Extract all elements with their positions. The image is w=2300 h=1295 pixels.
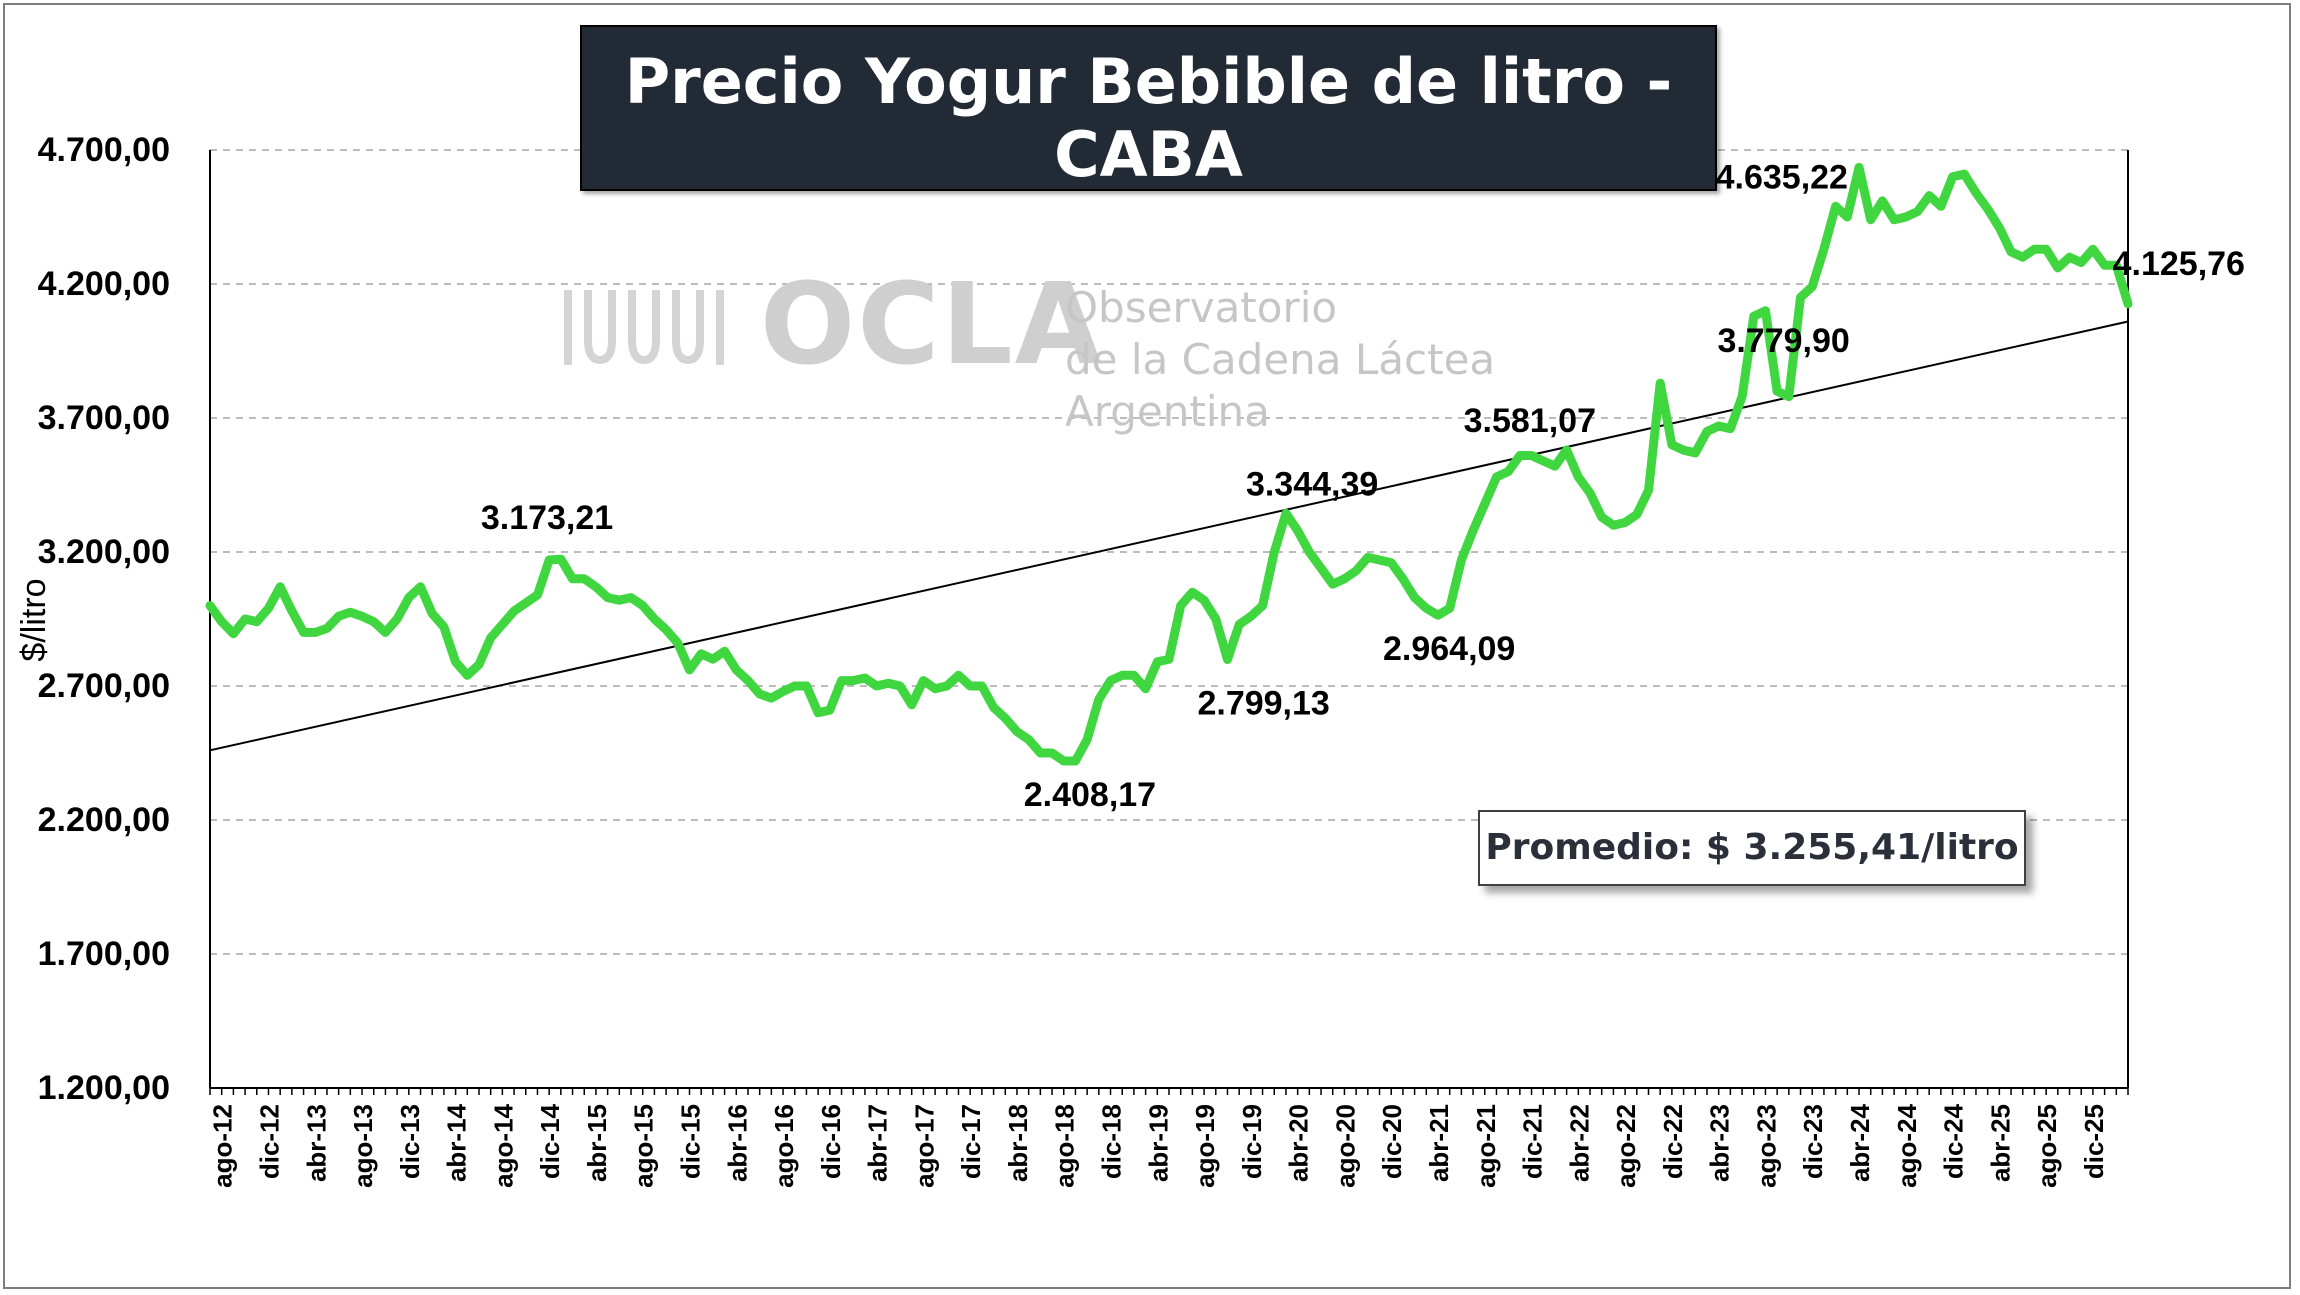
y-tick-label: 3.700,00	[38, 399, 170, 437]
x-tick-label: dic-14	[535, 1103, 565, 1179]
x-tick-label: ago-13	[348, 1104, 378, 1188]
x-tick-label: ago-16	[769, 1104, 799, 1188]
data-label: 2.964,09	[1383, 630, 1515, 668]
price-series-line	[205, 162, 2133, 766]
x-tick-label: abr-24	[1845, 1103, 1875, 1182]
x-tick-label: abr-23	[1705, 1104, 1735, 1182]
logo-wave-mark	[564, 290, 724, 365]
x-tick-label: ago-22	[1611, 1104, 1641, 1188]
x-tick-label: ago-25	[2032, 1104, 2062, 1188]
x-tick-label: ago-19	[1190, 1104, 1220, 1188]
x-tick-label: dic-23	[1798, 1104, 1828, 1179]
y-tick-label: 1.700,00	[38, 935, 170, 973]
logo-ocla-text: OCLA	[760, 260, 1104, 390]
x-tick-label: dic-15	[676, 1104, 706, 1179]
x-tick-label: dic-18	[1097, 1104, 1127, 1179]
x-tick-label: ago-20	[1330, 1104, 1360, 1188]
logo-line-3: Argentina	[1065, 387, 1270, 436]
x-tick-label: abr-20	[1284, 1104, 1314, 1182]
x-tick-label: dic-19	[1237, 1104, 1267, 1179]
data-label: 3.344,39	[1246, 465, 1378, 503]
x-tick-label: ago-14	[488, 1103, 518, 1187]
y-tick-label: 4.700,00	[38, 131, 170, 169]
x-tick-label: dic-13	[395, 1104, 425, 1179]
x-tick-label: ago-17	[909, 1104, 939, 1188]
data-label: 4.125,76	[2113, 245, 2245, 283]
title-box: Precio Yogur Bebible de litro - CABA - a…	[580, 25, 1717, 245]
x-tick-label: ago-24	[1892, 1103, 1922, 1187]
y-tick-label: 1.200,00	[38, 1069, 170, 1107]
series-layer	[205, 162, 2133, 766]
logo-line-1: Observatorio	[1065, 283, 1338, 332]
x-tick-label: dic-12	[254, 1104, 284, 1179]
x-tick-label: abr-18	[1003, 1104, 1033, 1182]
x-tick-label: ago-15	[629, 1104, 659, 1188]
x-tick-label: dic-20	[1377, 1104, 1407, 1179]
data-label: 4.635,22	[1716, 158, 1848, 196]
data-label: 2.799,13	[1197, 684, 1329, 722]
x-tick-label: abr-13	[301, 1104, 331, 1182]
x-tick-label: ago-18	[1050, 1104, 1080, 1188]
x-tick-label: dic-24	[1939, 1103, 1969, 1179]
x-tick-label: abr-21	[1424, 1104, 1454, 1182]
axes-layer: 4.700,00 4.200,00 3.700,00 3.200,00 2.700,00…	[15, 131, 2129, 1188]
x-tick-label: abr-16	[722, 1104, 752, 1182]
x-tick-label: dic-21	[1518, 1104, 1548, 1179]
x-tick-label: dic-22	[1658, 1104, 1688, 1179]
y-tick-label: 3.200,00	[38, 533, 170, 571]
chart-subtitle: - ajustado por IPC -	[967, 201, 1330, 245]
logo-line-2: de la Cadena Láctea	[1065, 335, 1496, 384]
x-tick-label: abr-17	[863, 1104, 893, 1182]
label-layer: 3.173,21 2.408,17 2.799,13 3.344,39 2.964,09…	[481, 158, 2245, 814]
trend-line	[209, 320, 2129, 752]
data-label: 2.408,17	[1024, 776, 1156, 814]
x-tick-label: ago-12	[208, 1104, 238, 1188]
x-tick-label: dic-17	[956, 1104, 986, 1179]
chart-title: Precio Yogur Bebible de litro - CABA	[624, 45, 1673, 191]
x-tick-label: abr-15	[582, 1104, 612, 1182]
x-tick-label: dic-16	[816, 1104, 846, 1179]
x-tick-label: ago-23	[1751, 1104, 1781, 1188]
data-label: 3.581,07	[1464, 402, 1596, 440]
chart-frame	[3, 3, 2291, 1289]
y-tick-label: 2.200,00	[38, 801, 170, 839]
data-label: 3.779,90	[1717, 322, 1849, 360]
average-box: Promedio: $ 3.255,41/litro	[1478, 810, 2026, 886]
x-tick-label: dic-25	[2079, 1104, 2109, 1179]
x-tick-label: abr-14	[442, 1103, 472, 1182]
y-tick-label: 4.200,00	[38, 265, 170, 303]
x-tick-label: abr-19	[1143, 1104, 1173, 1182]
x-tick-label: ago-21	[1471, 1104, 1501, 1188]
logo-subtitle: Observatorio de la Cadena Láctea Argenti…	[1065, 282, 1545, 438]
x-tick-label: abr-25	[1985, 1104, 2015, 1182]
x-tick-label: abr-22	[1564, 1104, 1594, 1182]
y-axis-title: $/litro	[15, 578, 53, 661]
data-label: 3.173,21	[481, 499, 613, 537]
y-tick-label: 2.700,00	[38, 667, 170, 705]
